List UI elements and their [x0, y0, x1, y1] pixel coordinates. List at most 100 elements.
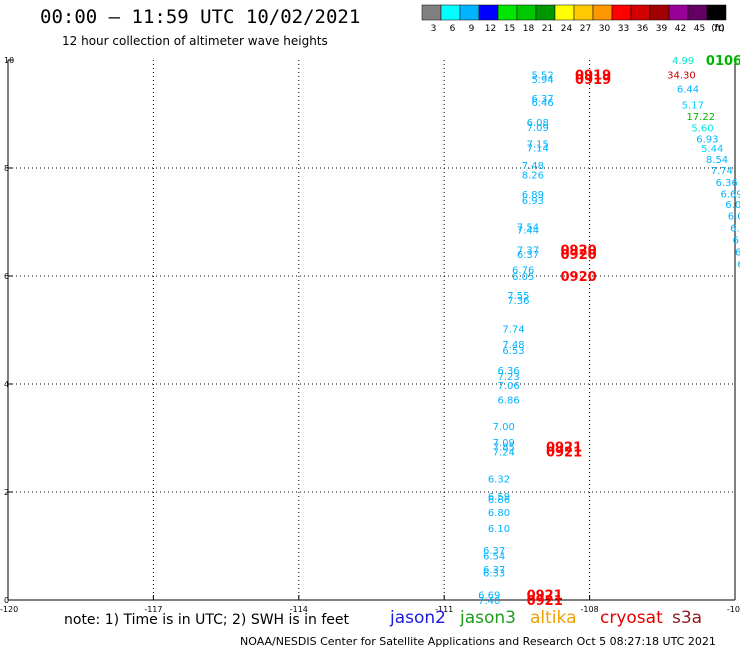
colorbar: 3 6 9 12 15 18 21 24 27 30 33 36 39 42 45 70(ft) — [421, 4, 727, 34]
legend-altika: altika — [530, 608, 577, 628]
pass-time-label: 0920 — [561, 248, 597, 263]
wave-height-point: 6.37 — [483, 565, 505, 576]
wave-height-point: 6.69 — [478, 591, 500, 602]
pass-time-label: 0919 — [575, 69, 611, 84]
x-tick-label: -114 — [290, 605, 308, 614]
wave-height-point: 34.30 — [667, 71, 696, 82]
y-tick-label: 10 — [4, 56, 14, 65]
wave-height-point: 5.94 — [531, 75, 553, 86]
wave-height-point: 7.00 — [493, 422, 515, 433]
pass-time-label: 0106 — [706, 54, 740, 69]
pass-time-label: 0921 — [527, 594, 563, 609]
data-points: 5.525.946.376.466.087.097.157.147.488.26… — [478, 56, 740, 607]
wave-height-point: 7.36 — [507, 296, 529, 307]
y-tick-label: 4 — [4, 380, 9, 389]
y-tick-label: 2 — [4, 488, 9, 497]
colorbar-label: 15 — [504, 24, 515, 34]
colorbar-swatch — [592, 4, 613, 21]
x-tick-label: -10 — [727, 605, 740, 614]
wave-height-point: 6.93 — [696, 134, 718, 145]
colorbar-swatch — [649, 4, 670, 21]
y-tick-label: 8 — [4, 164, 9, 173]
wave-height-point: 5.60 — [691, 124, 713, 135]
legend-cryosat: cryosat — [600, 608, 663, 628]
x-tick-label: -117 — [144, 605, 162, 614]
wave-height-point: 8.26 — [522, 170, 544, 181]
colorbar-label: 24 — [561, 24, 573, 34]
wave-height-point: 7.48 — [522, 161, 544, 172]
wave-height-point: 6.0 — [728, 212, 740, 223]
colorbar-swatch — [706, 4, 727, 21]
y-tick-label: 0 — [4, 596, 9, 605]
colorbar-label: 39 — [656, 24, 668, 34]
colorbar-label: 9 — [469, 24, 475, 34]
wave-height-point: 6.76 — [512, 266, 534, 277]
wave-height-point: 6.53 — [502, 346, 524, 357]
wave-height-point: 6.36 — [716, 178, 738, 189]
wave-height-point: 7.06 — [498, 381, 520, 392]
colorbar-label: 12 — [485, 24, 496, 34]
wave-height-point: 6 — [737, 260, 740, 271]
chart-subtitle: 12 hour collection of altimeter wave hei… — [62, 34, 328, 48]
colorbar-label: 70 — [713, 24, 725, 34]
x-tick-label: -111 — [435, 605, 453, 614]
wave-height-point: 6.69 — [720, 189, 740, 200]
wave-height-point: 6.36 — [498, 366, 520, 377]
colorbar-swatch — [440, 4, 461, 21]
colorbar-label: 36 — [637, 24, 649, 34]
colorbar-label: 3 — [431, 24, 437, 34]
wave-height-point: 6.86 — [498, 396, 520, 407]
wave-height-point: 6.1 — [730, 223, 740, 234]
wave-height-point: 7.23 — [498, 372, 520, 383]
wave-height-point: 7.85 — [493, 443, 515, 454]
colorbar-label: 42 — [675, 24, 686, 34]
colorbar-label: 18 — [523, 24, 535, 34]
colorbar-swatch — [459, 4, 480, 21]
wave-height-point: 6.93 — [522, 196, 544, 207]
wave-height-point: 5.44 — [701, 144, 723, 155]
wave-height-point: 6.05 — [512, 272, 534, 283]
wave-height-point: 6.54 — [483, 552, 505, 563]
wave-height-point: 7.44 — [517, 226, 539, 237]
wave-height-point: 7.09 — [493, 438, 515, 449]
axes: 0 2 4 6 8 10 -120 -117 -114 -111 -108 -10 — [0, 56, 740, 614]
wave-height-point: 7.40 — [478, 596, 500, 607]
colorbar-swatch — [478, 4, 499, 21]
pass-time-label: 0921 — [527, 589, 563, 604]
colorbar-label: 27 — [580, 24, 591, 34]
x-tick-label: -120 — [0, 605, 18, 614]
wave-height-point: 7.74 — [711, 166, 733, 177]
legend-jason3: jason3 — [460, 608, 516, 628]
legend-jason2: jason2 — [390, 608, 446, 628]
footnote: note: 1) Time is in UTC; 2) SWH is in fe… — [64, 612, 350, 628]
colorbar-label: 30 — [599, 24, 611, 34]
colorbar-label: 6 — [450, 24, 456, 34]
colorbar-swatch — [573, 4, 594, 21]
colorbar-swatch — [687, 4, 708, 21]
colorbar-swatch — [497, 4, 518, 21]
pass-time-label: 0921 — [546, 446, 582, 461]
colorbar-swatch — [516, 4, 537, 21]
colorbar-label: 33 — [618, 24, 629, 34]
wave-height-point: 7.48 — [502, 340, 524, 351]
wave-height-point: 7.55 — [507, 291, 529, 302]
credit-line: NOAA/NESDIS Center for Satellite Applica… — [240, 635, 716, 648]
wave-height-point: 6.86 — [488, 495, 510, 506]
wave-height-point: 4.99 — [672, 56, 694, 67]
wave-height-point: 6. — [733, 235, 740, 246]
pass-time-label: 0920 — [561, 270, 597, 285]
colorbar-unit: (ft) — [711, 24, 725, 34]
pass-time-label: 0920 — [561, 244, 597, 259]
wave-height-point: 8.54 — [706, 155, 728, 166]
x-tick-label: -108 — [581, 605, 599, 614]
chart-title: 00:00 – 11:59 UTC 10/02/2021 — [40, 6, 361, 28]
wave-height-point: 6.08 — [527, 118, 549, 129]
wave-height-point: 7.37 — [517, 246, 539, 257]
wave-height-point: 6.44 — [677, 85, 699, 96]
legend-s3a: s3a — [672, 608, 703, 628]
wave-height-point: 5.52 — [531, 71, 553, 82]
grid-lines — [8, 60, 735, 600]
pass-time-label: 0919 — [575, 73, 611, 88]
